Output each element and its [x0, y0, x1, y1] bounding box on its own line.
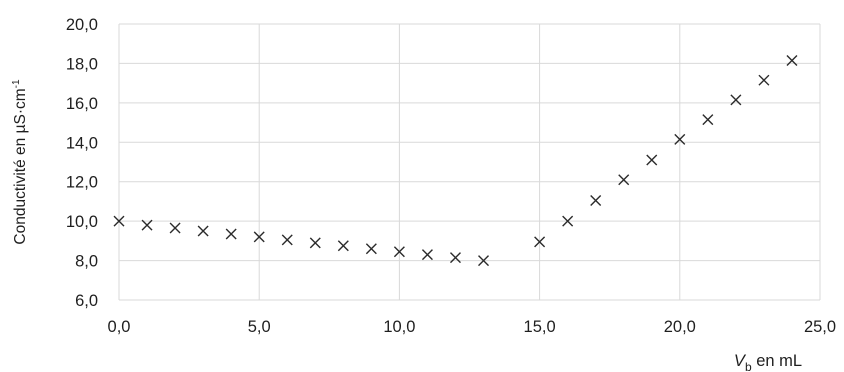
data-point-marker [225, 228, 237, 240]
x-axis-label-subscript: b [745, 360, 752, 372]
data-point-marker [786, 54, 798, 66]
y-axis-label-text: Conductivité en µS·cm [12, 88, 29, 244]
x-axis-label-variable: V [734, 352, 747, 370]
y-tick-label: 12,0 [66, 174, 98, 192]
data-point-marker [169, 222, 181, 234]
y-tick-label: 14,0 [66, 134, 98, 152]
data-point-marker [674, 133, 686, 145]
data-point-marker [562, 215, 574, 227]
y-axis-label: Conductivité en µS·cm-1 [11, 79, 29, 245]
data-point-marker [449, 252, 461, 264]
data-point-marker [393, 246, 405, 258]
x-tick-label: 15,0 [524, 318, 556, 336]
x-tick-label: 5,0 [248, 318, 271, 336]
data-point-marker [113, 215, 125, 227]
x-axis-label: Vb en mL [734, 352, 802, 372]
y-tick-label: 16,0 [66, 95, 98, 113]
y-tick-label: 10,0 [66, 213, 98, 231]
data-point-marker [337, 240, 349, 252]
data-point-marker [702, 114, 714, 126]
x-tick-label: 20,0 [664, 318, 696, 336]
data-point-marker [646, 154, 658, 166]
data-point-marker [365, 243, 377, 255]
data-point-marker [758, 74, 770, 86]
x-axis-tick-labels: 0,0 5,0 10,0 15,0 20,0 25,0 [108, 318, 837, 336]
y-tick-label: 6,0 [75, 292, 98, 310]
y-axis-tick-labels: 6,0 8,0 10,0 12,0 14,0 16,0 18,0 20,0 [66, 16, 98, 310]
x-tick-label: 25,0 [804, 318, 836, 336]
data-points [113, 54, 798, 267]
y-axis-label-superscript: -1 [11, 79, 22, 88]
data-point-marker [478, 255, 490, 267]
x-axis-label-unit: en mL [752, 352, 802, 370]
y-tick-label: 18,0 [66, 55, 98, 73]
x-tick-label: 0,0 [108, 318, 131, 336]
grid [118, 23, 821, 301]
data-point-marker [618, 174, 630, 186]
data-point-marker [253, 231, 265, 243]
data-point-marker [141, 219, 153, 231]
y-tick-label: 8,0 [75, 253, 98, 271]
data-point-marker [309, 237, 321, 249]
x-tick-label: 10,0 [383, 318, 415, 336]
data-point-marker [421, 249, 433, 261]
y-tick-label: 20,0 [66, 16, 98, 34]
data-point-marker [534, 236, 546, 248]
data-point-marker [730, 94, 742, 106]
data-point-marker [590, 194, 602, 206]
data-point-marker [281, 234, 293, 246]
data-point-marker [197, 225, 209, 237]
